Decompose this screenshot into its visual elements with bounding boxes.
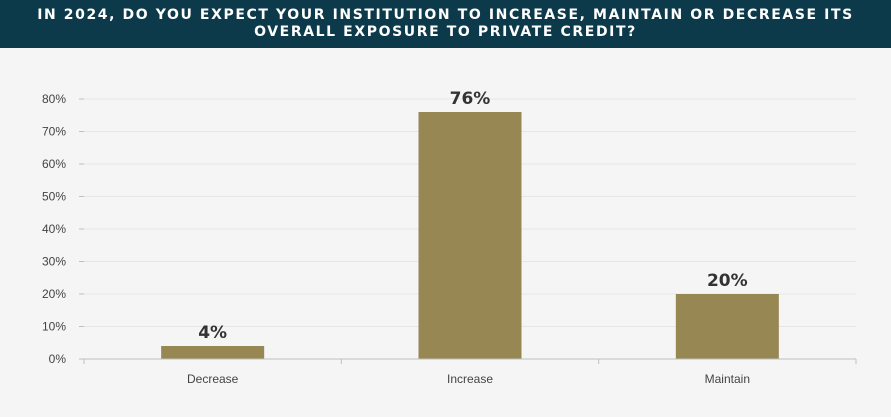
- y-tick-label: 40%: [42, 222, 66, 236]
- y-tick-label: 80%: [42, 92, 66, 106]
- y-tick-label: 20%: [42, 287, 66, 301]
- x-tick-label-decrease: Decrease: [187, 372, 239, 386]
- y-tick-label: 0%: [49, 352, 67, 366]
- x-tick-label-increase: Increase: [447, 372, 493, 386]
- y-tick-label: 50%: [42, 190, 66, 204]
- x-tick-label-maintain: Maintain: [705, 372, 750, 386]
- y-axis: 0% 10% 20% 30% 40% 50% 60% 70% 80%: [42, 92, 84, 366]
- data-label-decrease: 4%: [198, 323, 227, 343]
- y-tick-label: 30%: [42, 255, 66, 269]
- x-axis: Decrease Increase Maintain: [83, 358, 857, 386]
- y-tick-label: 10%: [42, 320, 66, 334]
- data-label-maintain: 20%: [707, 271, 748, 291]
- bar-decrease: [161, 346, 265, 359]
- y-tick-label: 70%: [42, 125, 66, 139]
- bars: [161, 112, 779, 359]
- data-labels: 4% 76% 20%: [198, 89, 747, 343]
- bar-increase: [418, 112, 522, 359]
- data-label-increase: 76%: [450, 89, 491, 109]
- chart-title: IN 2024, DO YOU EXPECT YOUR INSTITUTION …: [37, 7, 854, 40]
- bar-chart: 0% 10% 20% 30% 40% 50% 60% 70% 80% Decrease Incre…: [42, 89, 857, 386]
- chart-header: IN 2024, DO YOU EXPECT YOUR INSTITUTION …: [0, 0, 891, 48]
- bar-maintain: [675, 294, 779, 359]
- chart-area: 0% 10% 20% 30% 40% 50% 60% 70% 80% Decrease Incre…: [0, 48, 891, 417]
- y-tick-label: 60%: [42, 157, 66, 171]
